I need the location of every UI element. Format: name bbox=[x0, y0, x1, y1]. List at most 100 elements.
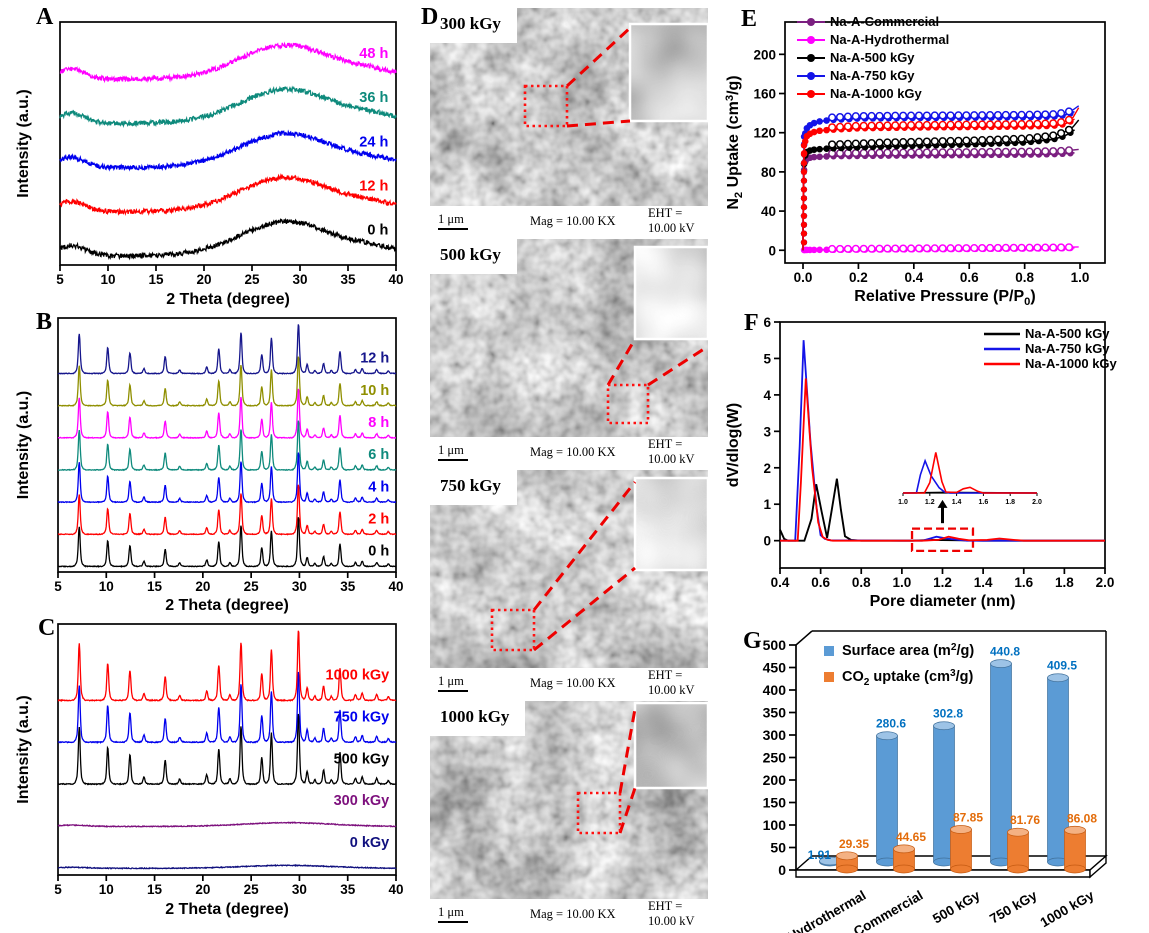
curve-label: 48 h bbox=[359, 46, 388, 62]
sem-inset-image bbox=[635, 247, 708, 339]
panel-label-a: A bbox=[36, 4, 54, 30]
bar-value-label: 29.35 bbox=[839, 837, 869, 851]
x-tick-label: 5 bbox=[56, 272, 64, 287]
sem-image-300kgy bbox=[430, 8, 708, 206]
x-tick-label: 1.0 bbox=[892, 575, 911, 590]
x-tick-label: 15 bbox=[147, 579, 163, 594]
curve-label: 4 h bbox=[368, 479, 389, 495]
sem-eht-text: EHT = 10.00 kV bbox=[648, 206, 695, 235]
sem-eht-text: EHT = 10.00 kV bbox=[648, 437, 695, 466]
x-tick-label: 30 bbox=[292, 272, 307, 287]
zoom-region-box bbox=[523, 84, 569, 128]
x-tick-label: 0.4 bbox=[904, 270, 923, 285]
y-tick-label: 40 bbox=[761, 204, 776, 219]
x-tick-label: 5 bbox=[54, 579, 62, 594]
curve-label: 12 h bbox=[360, 351, 389, 367]
axes-frame bbox=[784, 21, 1106, 264]
y-tick-label: 100 bbox=[763, 817, 787, 833]
xrd-trace-750-kGy bbox=[57, 671, 397, 744]
bar-value-label: 409.5 bbox=[1047, 659, 1077, 673]
y-tick-label: 450 bbox=[763, 660, 787, 676]
x-tick-label: 30 bbox=[292, 579, 307, 594]
inset-tick-label: 1.8 bbox=[1005, 499, 1015, 506]
bar-cylinder bbox=[1007, 827, 1029, 874]
x-tick-label: 20 bbox=[195, 882, 210, 897]
sem-scalebar: 1 μm bbox=[438, 674, 468, 692]
x-tick-label: 10 bbox=[100, 272, 115, 287]
x-axis-title: 2 Theta (degree) bbox=[165, 901, 289, 918]
y-tick-label: 400 bbox=[763, 682, 787, 698]
x-axis-title: Relative Pressure (P/P0) bbox=[854, 288, 1035, 305]
bar-cylinder bbox=[950, 825, 972, 874]
x-tick-label: 5 bbox=[54, 882, 62, 897]
inset-tick-label: 1.2 bbox=[925, 499, 935, 506]
y-tick-label: 0 bbox=[778, 862, 786, 878]
x-tick-label: 35 bbox=[340, 272, 356, 287]
bar-value-label: 1.91 bbox=[808, 848, 832, 862]
x-axis-title: 2 Theta (degree) bbox=[166, 291, 290, 308]
x-axis-title: Pore diameter (nm) bbox=[870, 593, 1016, 610]
y-tick-label: 200 bbox=[763, 772, 787, 788]
x-tick-label: 25 bbox=[244, 882, 260, 897]
y-tick-label: 150 bbox=[763, 795, 787, 811]
sem-inset-image bbox=[635, 703, 708, 788]
bar-cylinder bbox=[933, 721, 955, 867]
bar-value-label: 280.6 bbox=[876, 717, 906, 731]
x-tick-label: 2.0 bbox=[1096, 575, 1115, 590]
inset-tick-label: 1.4 bbox=[952, 499, 962, 506]
y-tick-label: 300 bbox=[763, 727, 787, 743]
sem-caption: 1 μm Mag = 10.00 KX EHT = 10.00 kV bbox=[430, 437, 708, 466]
sem-title-300kgy: 300 kGy bbox=[430, 8, 517, 43]
legend: Surface area (m2/g) CO2 uptake (cm3/g) bbox=[824, 642, 974, 688]
x-tick-label: 0.0 bbox=[794, 270, 813, 285]
axes-frame bbox=[57, 317, 397, 573]
xrd-trace-6-h bbox=[58, 420, 397, 472]
y-tick-label: 1 bbox=[763, 497, 771, 512]
x-tick-label: 30 bbox=[292, 882, 307, 897]
category-label: 500 kGy bbox=[930, 887, 983, 926]
legend-entry: Na-A-Hydrothermal bbox=[830, 32, 949, 47]
y-tick-label: 0 bbox=[763, 534, 771, 549]
legend-entry: Surface area (m2/g) bbox=[842, 642, 974, 659]
inset-leader-line bbox=[533, 566, 636, 652]
y-tick-label: 5 bbox=[763, 351, 771, 366]
sem-caption: 1 μm Mag = 10.00 KX EHT = 10.00 kV bbox=[430, 668, 708, 697]
xrd-trace-0-h bbox=[59, 217, 397, 261]
x-tick-label: 20 bbox=[196, 272, 211, 287]
sem-title-500kgy: 500 kGy bbox=[430, 239, 517, 274]
inset-leader-line bbox=[565, 26, 632, 88]
y-tick-label: 160 bbox=[753, 87, 776, 102]
y-tick-label: 4 bbox=[763, 388, 771, 403]
xrd-chart-svg: 5 10 15 20 25 30 35 40 2 Theta (degree) Intensity… bbox=[15, 317, 404, 614]
xrd-trace-4-h bbox=[57, 452, 396, 504]
n2-isotherm-chart: 0.0 0.2 0.4 0.6 0.8 1.0 Relative Pressure (P/P… bbox=[712, 5, 1149, 308]
y-tick-label: 0 bbox=[768, 243, 776, 258]
legend-entry: Na-A-1000 kGy bbox=[830, 86, 923, 101]
axes-frame bbox=[59, 21, 397, 266]
zoom-region-box bbox=[576, 791, 622, 835]
bar-value-label: 302.8 bbox=[933, 707, 963, 721]
category-label: 750 kGy bbox=[987, 887, 1040, 926]
x-tick-label: 25 bbox=[244, 272, 260, 287]
x-tick-label: 25 bbox=[244, 579, 260, 594]
x-tick-label: 40 bbox=[388, 579, 403, 594]
sem-tile-500kgy: 500 kGy 1 μm Mag = 10.00 KX EHT = 10.00 … bbox=[430, 239, 708, 466]
sem-tile-1000kgy: 1000 kGy 1 μm Mag = 10.00 KX EHT = 10.00… bbox=[430, 701, 708, 928]
sem-mag-text: Mag = 10.00 KX bbox=[530, 675, 616, 690]
sem-eht-text: EHT = 10.00 kV bbox=[648, 668, 695, 697]
bar-cylinder bbox=[876, 731, 898, 867]
x-tick-label: 0.8 bbox=[852, 575, 871, 590]
inset-leader-line bbox=[606, 338, 637, 386]
bar3d-svg: 0501001502002503003504004505001.9129.35H… bbox=[763, 630, 1108, 933]
curve-label: 0 h bbox=[367, 223, 388, 239]
xrd-chart-irradiation-dose: 5 10 15 20 25 30 35 40 2 Theta (degree) Intensity… bbox=[0, 617, 420, 933]
pore-dist-svg: 0.4 0.6 0.8 1.0 1.2 1.4 1.6 1.8 2.0 Pore diameter… bbox=[725, 315, 1118, 610]
surface-area-co2-bar-chart: 0 50 100 150 200 250 300 350 400 450 500 1.91 29.35 H… bbox=[712, 615, 1149, 933]
x-tick-label: 35 bbox=[340, 579, 356, 594]
legend-entry: Na-A-750 kGy bbox=[1025, 341, 1110, 356]
bar-value-label: 44.65 bbox=[896, 830, 926, 844]
inset-tick-label: 1.6 bbox=[979, 499, 989, 506]
x-tick-label: 0.8 bbox=[1015, 270, 1034, 285]
curve-label: 12 h bbox=[359, 178, 388, 194]
